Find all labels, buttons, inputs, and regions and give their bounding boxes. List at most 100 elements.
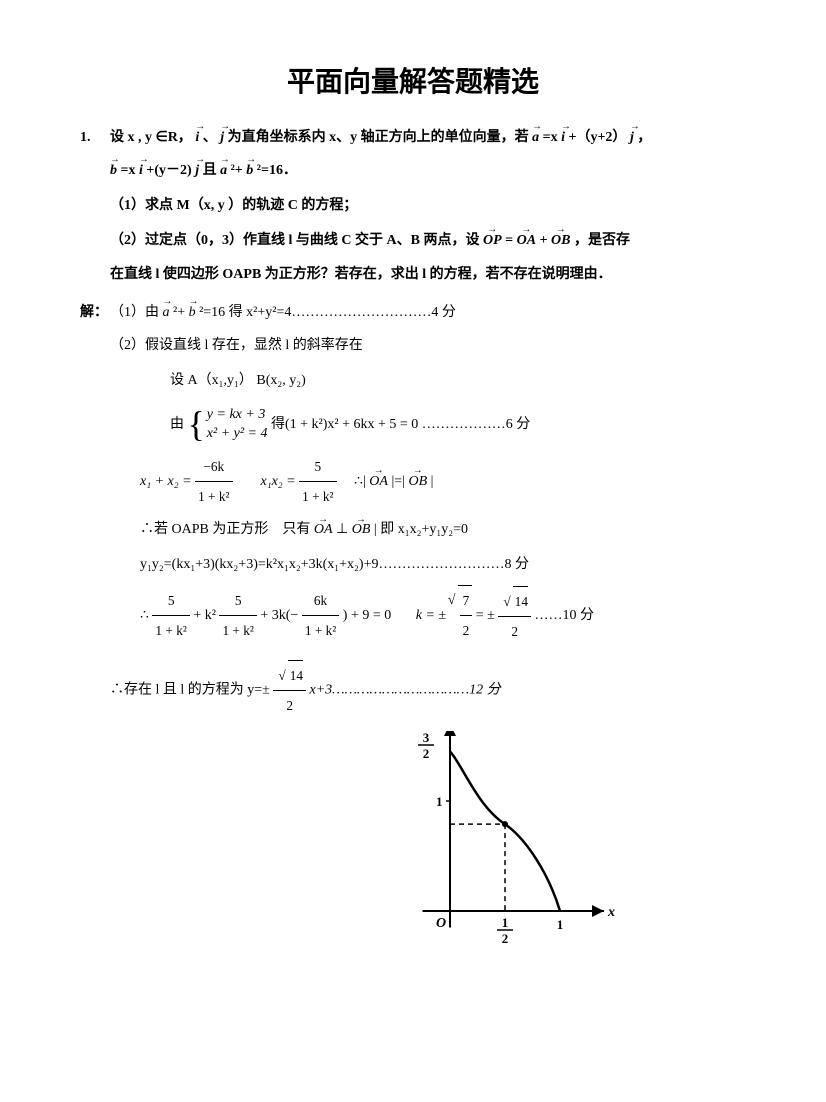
- text: =: [505, 233, 516, 248]
- text: + 3k(−: [260, 608, 298, 623]
- text: |=|: [391, 474, 405, 489]
- text: （2）过定点（0，3）作直线 l 与曲线 C 交于 A、B 两点，设: [110, 233, 483, 248]
- problem-1: 1. 设 x , y ∈R， i 、 j 为直角坐标系内 x、y 轴正方向上的单…: [80, 124, 746, 152]
- vec-b: b: [246, 156, 253, 187]
- sys-eq-2: x² + y² = 4: [207, 424, 268, 444]
- numerator: 5: [152, 586, 189, 616]
- text: |: [431, 474, 434, 489]
- numerator: 7: [460, 586, 473, 616]
- text: x+3……………………………12 分: [309, 683, 500, 698]
- text: ²+: [173, 305, 185, 320]
- text: x₁x₂ =: [261, 474, 300, 489]
- denominator: 2: [498, 617, 531, 646]
- text: +（y+2）: [568, 130, 626, 145]
- sys-eq-1: y = kx + 3: [207, 405, 268, 425]
- vec-OP: OP: [483, 226, 502, 257]
- solution-6: ∴ 5 1 + k² + k² 5 1 + k² + 3k(− 6k 1 + k…: [140, 585, 746, 646]
- text: ⊥: [336, 522, 352, 537]
- text: + k²: [193, 608, 219, 623]
- text: ，: [637, 130, 651, 145]
- solution-5: y₁y₂=(kx₁+3)(kx₂+3)=k²x₁x₂+3k(x₁+x₂)+9………: [140, 550, 746, 581]
- vec-a: a: [220, 156, 227, 187]
- vec-OA: OA: [517, 226, 536, 257]
- svg-text:y: y: [456, 731, 465, 732]
- fraction: 14 2: [498, 586, 531, 647]
- numerator: 5: [299, 452, 336, 482]
- vec-j: j: [195, 156, 199, 187]
- solution-1: （1）由 a ²+ b ²=16 得 x²+y²=4…………………………4 分: [110, 299, 456, 327]
- text: 得(1 + k²)x² + 6kx + 5 = 0 ………………6 分: [271, 417, 530, 432]
- denominator: 1 + k²: [195, 482, 232, 511]
- vec-i: i: [561, 124, 565, 152]
- solution-2-l3: 由 { y = kx + 3 x² + y² = 4 得(1 + k²)x² +…: [170, 401, 746, 448]
- numerator: 14: [273, 660, 306, 691]
- fraction: 5 1 + k²: [299, 452, 336, 512]
- text: ²=16．: [257, 163, 297, 178]
- fraction: 5 1 + k²: [219, 586, 256, 646]
- text: 为直角坐标系内 x、y 轴正方向上的单位向量，若: [228, 130, 533, 145]
- solution-label: 解：: [80, 299, 110, 327]
- text: ∴存在 l 且 l 的方程为 y=±: [110, 683, 270, 698]
- denominator: 2: [460, 616, 473, 645]
- sqrt: 7 2: [458, 585, 473, 646]
- vec-OB: OB: [551, 226, 570, 257]
- denominator: 1 + k²: [299, 482, 336, 511]
- svg-text:1: 1: [557, 917, 564, 932]
- text: k = ±: [416, 608, 446, 623]
- left-brace: {: [188, 406, 205, 442]
- text: ，是否存: [574, 233, 630, 248]
- vec-i: i: [195, 124, 199, 152]
- question-2-line2: 在直线 l 使四边形 OAPB 为正方形？若存在，求出 l 的方程，若不存在说明…: [110, 260, 746, 291]
- svg-text:2: 2: [423, 746, 430, 761]
- solution-2-l2: 设 A（x₁,y₁） B(x₂, y₂): [170, 366, 746, 397]
- problem-number: 1.: [80, 124, 110, 152]
- solution-4: ∴若 OAPB 为正方形 只有 OA ⊥ OB | 即 x₁x₂+y₁y₂=0: [140, 515, 746, 546]
- question-2-line1: （2）过定点（0，3）作直线 l 与曲线 C 交于 A、B 两点，设 OP = …: [110, 226, 746, 257]
- svg-text:2: 2: [502, 931, 509, 946]
- text: 设 x , y ∈R，: [110, 130, 192, 145]
- denominator: 2: [273, 691, 306, 720]
- svg-text:1: 1: [502, 915, 509, 930]
- text: 、: [203, 130, 217, 145]
- text: +: [540, 233, 551, 248]
- text: =x: [543, 130, 558, 145]
- denominator: 1 + k²: [219, 616, 256, 645]
- problem-text-line2: b =x i +(y－2) j 且 a ²+ b ²=16．: [110, 156, 746, 187]
- text: x₁ + x₂ =: [140, 474, 195, 489]
- text: = ±: [476, 608, 495, 623]
- text: ……10 分: [534, 608, 594, 623]
- denominator: 1 + k²: [302, 616, 339, 645]
- solution-row-1: 解： （1）由 a ²+ b ²=16 得 x²+y²=4…………………………4…: [80, 299, 746, 327]
- vec-a: a: [532, 124, 539, 152]
- solution-3: x₁ + x₂ = −6k 1 + k² x₁x₂ = 5 1 + k² ∴| …: [140, 452, 746, 512]
- solution-2-l1: （2）假设直线 l 存在，显然 l 的斜率存在: [110, 331, 746, 362]
- problem-text-line1: 设 x , y ∈R， i 、 j 为直角坐标系内 x、y 轴正方向上的单位向量…: [110, 124, 746, 152]
- vec-a: a: [163, 299, 170, 327]
- text: | 即 x₁x₂+y₁y₂=0: [374, 522, 468, 537]
- text: ∴若 OAPB 为正方形 只有: [140, 522, 314, 537]
- numerator: 6k: [302, 586, 339, 616]
- vec-j: j: [220, 124, 224, 152]
- solution-7: ∴存在 l 且 l 的方程为 y=± 14 2 x+3……………………………12…: [110, 660, 746, 721]
- question-1: （1）求点 M（x, y ）的轨迹 C 的方程；: [110, 191, 746, 222]
- equation-system: { y = kx + 3 x² + y² = 4: [188, 405, 268, 444]
- fraction: 14 2: [273, 660, 306, 721]
- text: （1）由: [110, 305, 163, 320]
- fraction: 5 1 + k²: [152, 586, 189, 646]
- fraction: −6k 1 + k²: [195, 452, 232, 512]
- svg-text:1: 1: [436, 794, 443, 809]
- curve-graph: yxO321121: [400, 731, 746, 956]
- text: ) + 9 = 0: [343, 608, 391, 623]
- text: ²+: [231, 163, 243, 178]
- numerator: −6k: [195, 452, 232, 482]
- vec-b: b: [110, 156, 117, 187]
- vec-j: j: [630, 124, 634, 152]
- svg-text:3: 3: [423, 731, 430, 745]
- text: 且: [203, 163, 221, 178]
- text: ²=16 得 x²+y²=4…………………………4 分: [199, 305, 456, 320]
- page-title: 平面向量解答题精选: [80, 60, 746, 100]
- vec-OA: OA: [369, 467, 388, 498]
- svg-text:O: O: [436, 916, 446, 931]
- vec-b: b: [189, 299, 196, 327]
- text: ∴: [140, 608, 149, 623]
